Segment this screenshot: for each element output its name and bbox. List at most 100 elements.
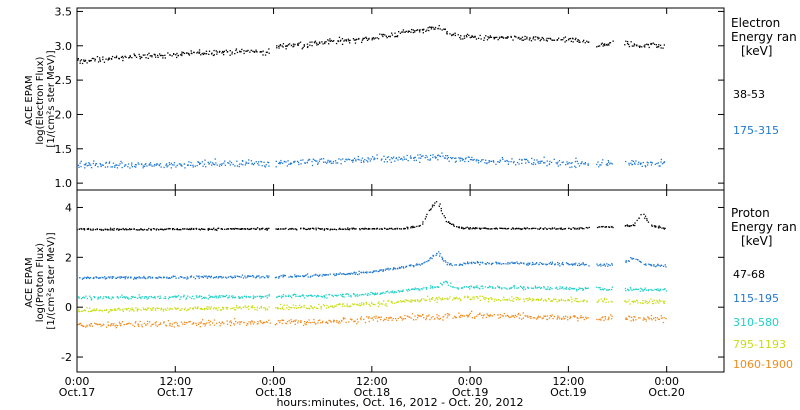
proton-series-0-point [518,227,520,229]
proton-series-3-point [309,308,311,310]
proton-series-0-point [512,228,514,230]
proton-series-1-point [534,263,536,265]
electron-series-1-point [307,159,309,162]
proton-series-0-point [456,226,458,228]
electron-series-0-point [141,56,143,59]
proton-series-4-point [147,323,149,325]
proton-series-2-point [430,285,432,287]
proton-series-4-point [213,319,216,321]
proton-series-1-point [305,274,307,276]
proton-series-4-point [524,315,526,317]
proton-series-4-point [208,322,210,324]
electron-series-1-point [410,157,412,159]
proton-series-3-point [336,304,338,306]
proton-series-2-point [484,286,486,288]
proton-series-3-point [526,298,528,300]
proton-series-4-point [200,321,202,323]
proton-series-0-point [195,228,198,230]
electron-series-0-point [157,56,159,58]
proton-series-1-point [643,263,645,266]
proton-series-0-point [580,227,582,229]
proton-series-4-point [177,325,179,327]
electron-series-0-point [430,26,433,28]
electron-series-1-point [369,160,371,162]
electron-series-1-point [523,158,526,160]
proton-series-2-point [128,298,130,300]
proton-series-0-point [345,228,347,231]
proton-series-2-point [437,286,439,288]
electron-series-0-point [459,36,461,39]
electron-series-0-point [428,29,430,32]
proton-series-2-point [655,288,657,291]
proton-series-4-point [546,318,549,321]
electron-series-1-point [413,159,415,162]
proton-series-4-point [498,317,500,319]
proton-series-1-point [145,277,147,280]
proton-series-3-point [479,299,481,301]
proton-series-4-point [549,314,551,317]
proton-series-4-point [348,321,350,323]
proton-series-4-point [479,313,481,315]
proton-series-3-point [174,307,176,309]
proton-series-2-point [522,289,525,291]
proton-series-4-point [239,323,241,325]
proton-series-4-point [245,324,248,327]
proton-series-4-point [628,315,630,317]
proton-series-0-point [435,201,438,203]
proton-series-3-point [312,308,314,310]
proton-series-0-point [504,227,506,230]
proton-series-3-point [187,308,189,311]
proton-series-4-point [446,317,448,319]
electron-series-0-point [454,34,456,37]
proton-series-4-point [209,320,212,323]
proton-series-4-point [285,323,288,325]
electron-series-0-point [245,50,247,52]
electron-series-1-point [121,162,123,164]
electron-series-1-point [304,162,306,164]
proton-series-1-point [316,274,319,276]
electron-legend-unit: [keV] [741,44,772,58]
electron-series-0-point [345,39,348,41]
electron-series-1-point [287,160,289,162]
proton-series-0-point [172,228,174,230]
proton-series-4-point [357,321,359,323]
electron-series-0-point [546,37,548,40]
proton-ytick-label: -2 [61,351,72,364]
proton-series-0-point [407,226,409,229]
electron-series-0-point [264,54,267,56]
electron-series-0-point [521,39,523,41]
proton-series-3-point [449,296,451,298]
electron-series-1-point [641,165,643,167]
proton-series-4-point [428,314,430,316]
proton-series-3-point [383,300,385,302]
proton-series-0-point [221,228,223,230]
proton-legend-115-195: 115-195 [733,292,779,305]
electron-series-1-point [606,163,608,165]
proton-series-3-point [339,303,341,305]
electron-series-1-point [84,167,86,169]
proton-series-4-point [625,318,628,320]
electron-series-0-point [99,59,101,61]
proton-series-1-point [658,264,660,266]
proton-series-2-point [204,296,206,298]
electron-series-0-point [337,40,339,43]
proton-series-4-point [469,312,471,314]
electron-series-1-point [502,158,504,160]
proton-series-4-point [353,320,355,323]
proton-series-4-point [132,324,134,326]
electron-series-1-point [663,161,666,163]
proton-series-4-point [226,323,229,325]
proton-series-3-point [598,299,600,301]
proton-series-3-point [428,298,431,300]
proton-series-4-point [487,314,489,317]
proton-series-1-point [84,276,86,279]
proton-series-2-point [82,296,85,298]
electron-series-1-point [458,157,460,159]
electron-series-1-point [511,158,513,160]
proton-series-2-point [443,282,445,284]
proton-series-0-point [368,227,370,230]
proton-series-1-point [274,277,277,279]
electron-series-0-point [328,43,330,45]
electron-series-0-point [324,41,326,43]
electron-series-1-point [540,160,542,162]
